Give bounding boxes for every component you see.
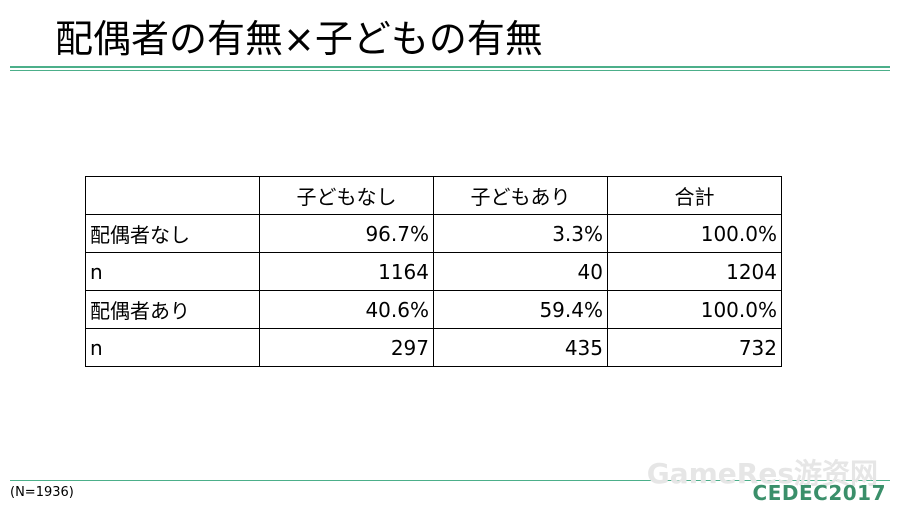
column-header: 子どもなし (259, 176, 434, 215)
table-cell: 1164 (259, 252, 434, 291)
data-table: 子どもなし 子どもあり 合計 配偶者なし 96.7% 3.3% 100.0% n 1164 40 1… (85, 176, 782, 367)
table-row: 配偶者あり 40.6% 59.4% 100.0% (85, 290, 782, 329)
row-header: 配偶者あり (85, 290, 260, 329)
title-rule (10, 66, 890, 68)
table-cell: 100.0% (607, 214, 782, 253)
column-header (85, 176, 260, 215)
table-row: 子どもなし 子どもあり 合計 (85, 176, 782, 215)
table-cell: 96.7% (259, 214, 434, 253)
table-row: 配偶者なし 96.7% 3.3% 100.0% (85, 214, 782, 253)
row-header: n (85, 252, 260, 291)
table-cell: 40.6% (259, 290, 434, 329)
table-cell: 297 (259, 328, 434, 367)
table-cell: 435 (433, 328, 608, 367)
logo: CEDEC2017 (752, 481, 886, 505)
table-cell: 59.4% (433, 290, 608, 329)
table-cell: 3.3% (433, 214, 608, 253)
title-rule (10, 70, 890, 71)
watermark: GameRes游资网 (646, 457, 878, 490)
table-cell: 732 (607, 328, 782, 367)
row-header: 配偶者なし (85, 214, 260, 253)
table-cell: 40 (433, 252, 608, 291)
column-header: 合計 (607, 176, 782, 215)
column-header: 子どもあり (433, 176, 608, 215)
footnote: (N=1936) (10, 485, 74, 500)
table-cell: 1204 (607, 252, 782, 291)
footer-rule (10, 480, 890, 481)
slide-title: 配偶者の有無×子どもの有無 (55, 17, 543, 61)
table-row: n 1164 40 1204 (85, 252, 782, 291)
table-row: n 297 435 732 (85, 328, 782, 367)
table-cell: 100.0% (607, 290, 782, 329)
row-header: n (85, 328, 260, 367)
